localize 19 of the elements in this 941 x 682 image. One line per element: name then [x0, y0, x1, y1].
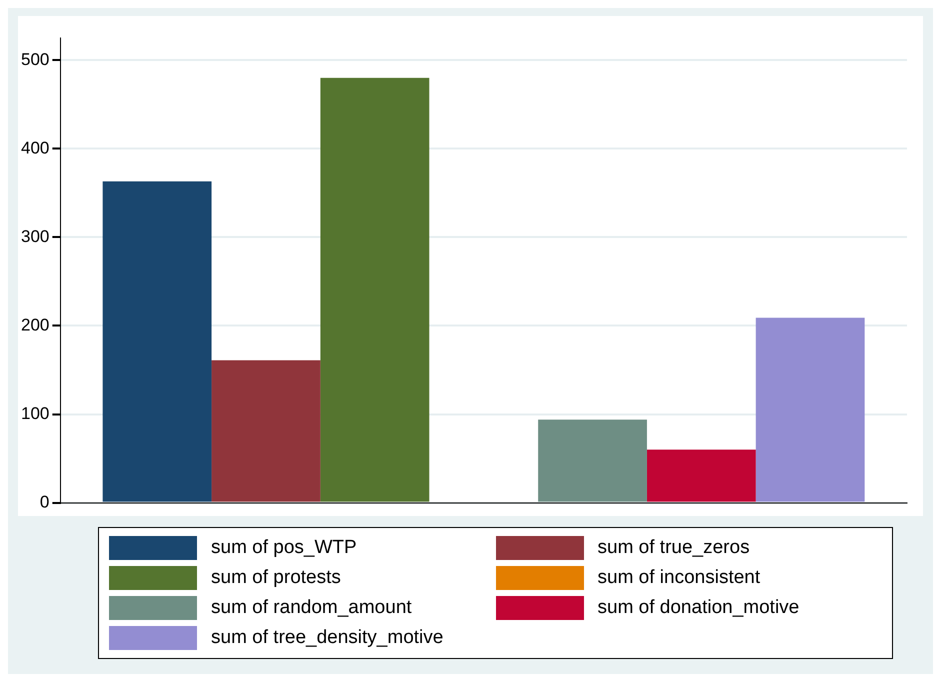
legend-label: sum of tree_density_motive	[211, 627, 444, 649]
legend-label: sum of protests	[211, 567, 341, 589]
y-tick-label: 200	[20, 315, 50, 334]
y-tick-label: 100	[20, 404, 50, 423]
legend-label: sum of true_zeros	[598, 537, 750, 559]
bar	[102, 181, 212, 502]
bar	[646, 450, 756, 502]
bar	[756, 318, 865, 502]
bar	[320, 78, 430, 502]
y-tick-label: 0	[40, 492, 50, 512]
legend-label: sum of random_amount	[211, 597, 412, 619]
y-tick-label: 500	[20, 50, 50, 69]
bar	[212, 360, 320, 502]
y-tick-label: 300	[20, 226, 50, 246]
bar	[538, 420, 647, 502]
legend-label: sum of donation_motive	[598, 597, 800, 619]
legend-label: sum of pos_WTP	[211, 537, 357, 559]
y-tick-label: 400	[20, 138, 50, 158]
legend-label: sum of inconsistent	[598, 567, 760, 589]
